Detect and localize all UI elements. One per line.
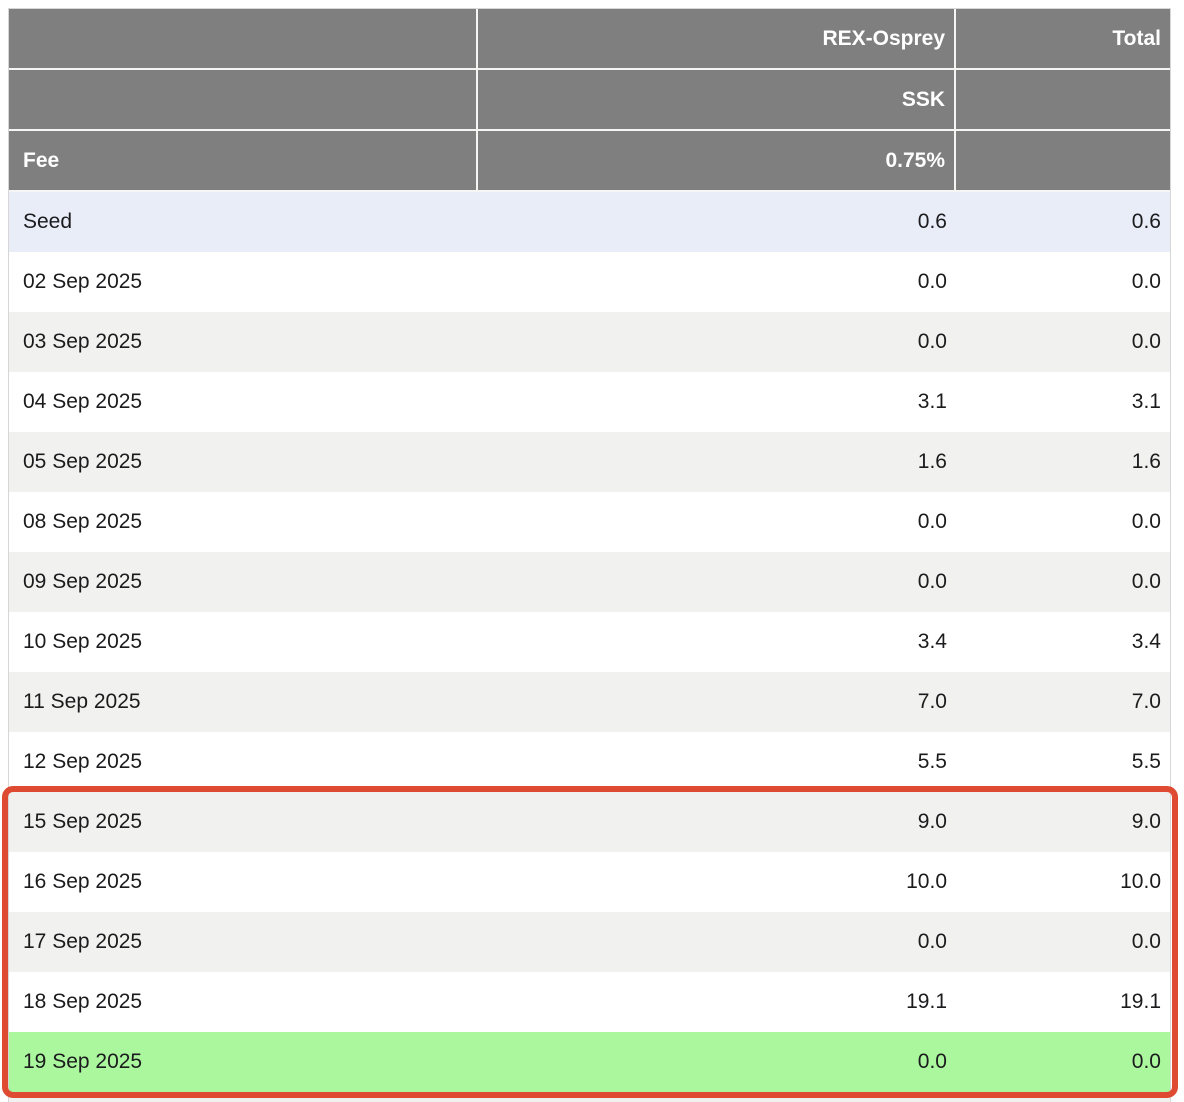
table-body: Seed 0.6 0.6 02 Sep 2025 0.0 0.0 03 Sep …	[9, 192, 1170, 1092]
row-date-label: 04 Sep 2025	[23, 390, 143, 413]
table-row: 08 Sep 2025 0.0 0.0	[9, 492, 1170, 552]
row-date-label: 16 Sep 2025	[23, 870, 143, 893]
row-date-label: 15 Sep 2025	[23, 810, 143, 833]
row-date-label: 17 Sep 2025	[23, 930, 143, 953]
rex-osprey-value: 3.4	[917, 630, 947, 653]
table-row: 18 Sep 2025 19.1 19.1	[9, 972, 1170, 1032]
total-value: 9.0	[1131, 810, 1161, 833]
rex-osprey-value: 1.6	[917, 450, 947, 473]
table-row: 16 Sep 2025 10.0 10.0	[9, 852, 1170, 912]
row-date-label: 11 Sep 2025	[23, 690, 141, 713]
header-row-fund: REX-Osprey Total	[9, 9, 1170, 70]
table-row: 05 Sep 2025 1.6 1.6	[9, 432, 1170, 492]
table-row: 17 Sep 2025 0.0 0.0	[9, 912, 1170, 972]
table-row: 02 Sep 2025 0.0 0.0	[9, 252, 1170, 312]
header-total: Total	[1112, 26, 1161, 50]
total-value: 19.1	[1120, 990, 1161, 1013]
table-row: 15 Sep 2025 9.0 9.0	[9, 792, 1170, 852]
row-date-label: 18 Sep 2025	[23, 990, 143, 1013]
rex-osprey-value: 10.0	[906, 870, 947, 893]
header-row-ticker: SSK	[9, 70, 1170, 131]
header-fee-value: 0.75%	[478, 131, 956, 190]
row-date-label: 19 Sep 2025	[23, 1050, 143, 1073]
header-blank-cell	[9, 9, 478, 68]
total-value: 0.0	[1131, 330, 1161, 353]
row-date-label: 12 Sep 2025	[23, 750, 143, 773]
table-row: 03 Sep 2025 0.0 0.0	[9, 312, 1170, 372]
rex-osprey-value: 0.0	[917, 930, 947, 953]
row-date-label: 02 Sep 2025	[23, 270, 143, 293]
header-fee-label: Fee	[9, 131, 478, 190]
total-value: 0.0	[1131, 270, 1161, 293]
rex-osprey-value: 0.0	[917, 1050, 947, 1073]
row-date-label: Seed	[23, 210, 73, 233]
header-blank-cell	[956, 70, 1170, 129]
rex-osprey-value: 5.5	[917, 750, 947, 773]
table-row: 09 Sep 2025 0.0 0.0	[9, 552, 1170, 612]
rex-osprey-value: 9.0	[917, 810, 947, 833]
rex-osprey-value: 19.1	[906, 990, 947, 1013]
rex-osprey-value: 0.0	[917, 510, 947, 533]
rex-osprey-value: 3.1	[917, 390, 947, 413]
header-blank-cell	[9, 70, 478, 129]
rex-osprey-value: 0.6	[917, 210, 947, 233]
header-fund-name: REX-Osprey	[478, 9, 956, 68]
header-blank-cell	[956, 131, 1170, 190]
row-date-label: 08 Sep 2025	[23, 510, 143, 533]
total-value: 0.0	[1131, 570, 1161, 593]
total-value: 10.0	[1120, 870, 1161, 893]
header-row-fee: Fee 0.75%	[9, 131, 1170, 192]
total-value: 0.6	[1131, 210, 1161, 233]
total-value: 5.5	[1131, 750, 1161, 773]
total-value: 3.4	[1131, 630, 1161, 653]
total-value: 0.0	[1131, 930, 1161, 953]
rex-osprey-value: 0.0	[917, 570, 947, 593]
total-value: 1.6	[1131, 450, 1161, 473]
row-date-label: 03 Sep 2025	[23, 330, 143, 353]
table-row: 10 Sep 2025 3.4 3.4	[9, 612, 1170, 672]
fund-flows-table: REX-Osprey Total SSK Fee 0.75% Seed 0.6 …	[8, 8, 1171, 1102]
row-date-label: 05 Sep 2025	[23, 450, 143, 473]
row-date-label: 09 Sep 2025	[23, 570, 143, 593]
partial-next-row	[9, 1092, 1170, 1102]
rex-osprey-value: 0.0	[917, 270, 947, 293]
row-date-label: 10 Sep 2025	[23, 630, 143, 653]
table-row: 19 Sep 2025 0.0 0.0	[9, 1032, 1170, 1092]
table-row: 11 Sep 2025 7.0 7.0	[9, 672, 1170, 732]
total-value: 3.1	[1131, 390, 1161, 413]
header-ticker: SSK	[478, 70, 956, 129]
total-value: 0.0	[1131, 510, 1161, 533]
total-value: 0.0	[1131, 1050, 1161, 1073]
table-row: Seed 0.6 0.6	[9, 192, 1170, 252]
table-row: 12 Sep 2025 5.5 5.5	[9, 732, 1170, 792]
rex-osprey-value: 0.0	[917, 330, 947, 353]
table-row: 04 Sep 2025 3.1 3.1	[9, 372, 1170, 432]
rex-osprey-value: 7.0	[917, 690, 947, 713]
total-value: 7.0	[1131, 690, 1161, 713]
